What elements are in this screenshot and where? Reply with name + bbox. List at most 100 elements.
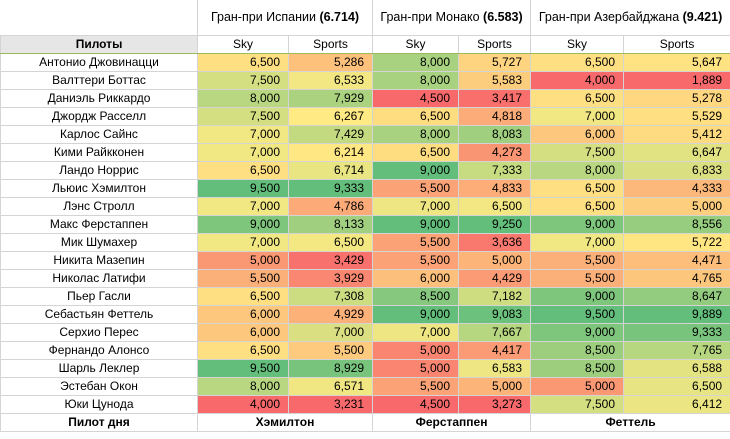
rating-cell: 5,286 [287, 53, 374, 72]
corner-cell: Пилоты [0, 35, 198, 54]
rating-cell: 4,000 [197, 395, 289, 414]
subheader: Sports [458, 35, 532, 54]
rating-cell: 7,000 [372, 197, 460, 216]
rating-cell: 5,278 [623, 89, 730, 108]
rating-cell: 5,000 [197, 251, 289, 270]
rating-cell: 9,000 [372, 215, 460, 234]
rating-cell: 5,500 [530, 269, 625, 288]
race-title: Гран-при Азербайджана (9.421) [530, 0, 730, 36]
rating-cell: 7,182 [458, 287, 532, 306]
rating-cell: 5,000 [458, 251, 532, 270]
driver-name: Джордж Расселл [0, 107, 198, 126]
rating-cell: 8,133 [287, 215, 374, 234]
driver-name: Даниэль Риккардо [0, 89, 198, 108]
rating-cell: 6,500 [530, 179, 625, 198]
driver-row: Пьер Гасли 6,500 7,308 8,500 7,182 9,000 8,647 [0, 287, 730, 306]
race-header-row: Гран-при Испании (6.714) Гран-при Монако … [0, 0, 730, 36]
rating-cell: 6,500 [530, 89, 625, 108]
driver-row: Фернандо Алонсо 6,500 5,500 5,000 4,417 8,500… [0, 341, 730, 360]
rating-cell: 7,500 [530, 143, 625, 162]
driver-name: Фернандо Алонсо [0, 341, 198, 360]
race-title: Гран-при Испании (6.714) [197, 0, 374, 36]
rating-cell: 8,000 [530, 161, 625, 180]
driver-name: Карлос Сайнс [0, 125, 198, 144]
rating-cell: 3,273 [458, 395, 532, 414]
rating-cell: 4,429 [458, 269, 532, 288]
blank-cell [0, 0, 198, 36]
driver-name: Лэнс Стролл [0, 197, 198, 216]
driver-name: Ландо Норрис [0, 161, 198, 180]
driver-name: Кими Райкконен [0, 143, 198, 162]
driver-of-day: Ферстаппен [372, 413, 532, 432]
rating-cell: 8,500 [372, 287, 460, 306]
rating-cell: 5,529 [623, 107, 730, 126]
rating-cell: 8,000 [372, 125, 460, 144]
rating-cell: 9,889 [623, 305, 730, 324]
rating-cell: 7,500 [530, 395, 625, 414]
rating-cell: 6,714 [287, 161, 374, 180]
driver-row: Никита Мазепин 5,000 3,429 5,500 5,000 5,500 4… [0, 251, 730, 270]
rating-cell: 6,500 [287, 233, 374, 252]
rating-cell: 8,000 [372, 71, 460, 90]
rating-cell: 5,000 [372, 341, 460, 360]
rating-cell: 7,000 [530, 107, 625, 126]
driver-row: Джордж Расселл 7,500 6,267 6,500 4,818 7,000 5… [0, 107, 730, 126]
rating-cell: 8,000 [197, 89, 289, 108]
driver-name: Серхио Перес [0, 323, 198, 342]
race-score: (6.583) [483, 10, 523, 24]
race-score: (9.421) [682, 10, 723, 24]
driver-row: Серхио Перес 6,000 7,000 7,000 7,667 9,000 9,3… [0, 323, 730, 342]
rating-cell: 7,333 [458, 161, 532, 180]
driver-name: Льюис Хэмилтон [0, 179, 198, 198]
rating-cell: 6,000 [197, 323, 289, 342]
rating-cell: 5,500 [372, 251, 460, 270]
rating-cell: 9,000 [372, 161, 460, 180]
driver-name: Никита Мазепин [0, 251, 198, 270]
race-name: Гран-при Испании [210, 10, 316, 24]
driver-row: Себастьян Феттель 6,000 4,929 9,000 9,083 9,5… [0, 305, 730, 324]
rating-cell: 6,500 [372, 107, 460, 126]
rating-cell: 6,571 [287, 377, 374, 396]
rating-cell: 7,000 [197, 125, 289, 144]
rating-cell: 8,083 [458, 125, 532, 144]
race-name: Гран-при Монако [380, 10, 480, 24]
driver-name: Антонио Джовинацци [0, 53, 198, 72]
driver-row: Ландо Норрис 6,500 6,714 9,000 7,333 8,000 6,8… [0, 161, 730, 180]
rating-cell: 8,556 [623, 215, 730, 234]
rating-cell: 5,000 [623, 197, 730, 216]
rating-cell: 7,765 [623, 341, 730, 360]
race-title: Гран-при Монако (6.583) [372, 0, 532, 36]
rating-cell: 8,500 [530, 359, 625, 378]
rating-cell: 6,647 [623, 143, 730, 162]
race-name: Гран-при Азербайджана [538, 10, 680, 24]
rating-cell: 7,308 [287, 287, 374, 306]
driver-row: Мик Шумахер 7,000 6,500 5,500 3,636 7,000 5,72… [0, 233, 730, 252]
rating-cell: 6,500 [197, 341, 289, 360]
rating-cell: 7,667 [458, 323, 532, 342]
rating-cell: 5,500 [530, 251, 625, 270]
rating-cell: 6,500 [197, 161, 289, 180]
rating-cell: 5,000 [372, 359, 460, 378]
rating-cell: 9,500 [530, 305, 625, 324]
driver-row: Шарль Леклер 9,500 8,929 5,000 6,583 8,500 6,5… [0, 359, 730, 378]
driver-name: Мик Шумахер [0, 233, 198, 252]
driver-name: Пьер Гасли [0, 287, 198, 306]
driver-row: Макс Ферстаппен 9,000 8,133 9,000 9,250 9,000… [0, 215, 730, 234]
rating-cell: 6,000 [197, 305, 289, 324]
rating-cell: 9,333 [287, 179, 374, 198]
rating-cell: 7,500 [197, 107, 289, 126]
rating-cell: 5,000 [530, 377, 625, 396]
rating-cell: 4,000 [530, 71, 625, 90]
driver-name: Валттери Боттас [0, 71, 198, 90]
rating-cell: 6,833 [623, 161, 730, 180]
rating-cell: 4,818 [458, 107, 532, 126]
rating-cell: 6,500 [530, 197, 625, 216]
rating-cell: 9,000 [530, 287, 625, 306]
driver-row: Николас Латифи 5,500 3,929 6,000 4,429 5,500 4… [0, 269, 730, 288]
rating-cell: 3,429 [287, 251, 374, 270]
rating-cell: 9,500 [197, 359, 289, 378]
driver-name: Шарль Леклер [0, 359, 198, 378]
rating-cell: 5,583 [458, 71, 532, 90]
rating-cell: 9,000 [530, 323, 625, 342]
